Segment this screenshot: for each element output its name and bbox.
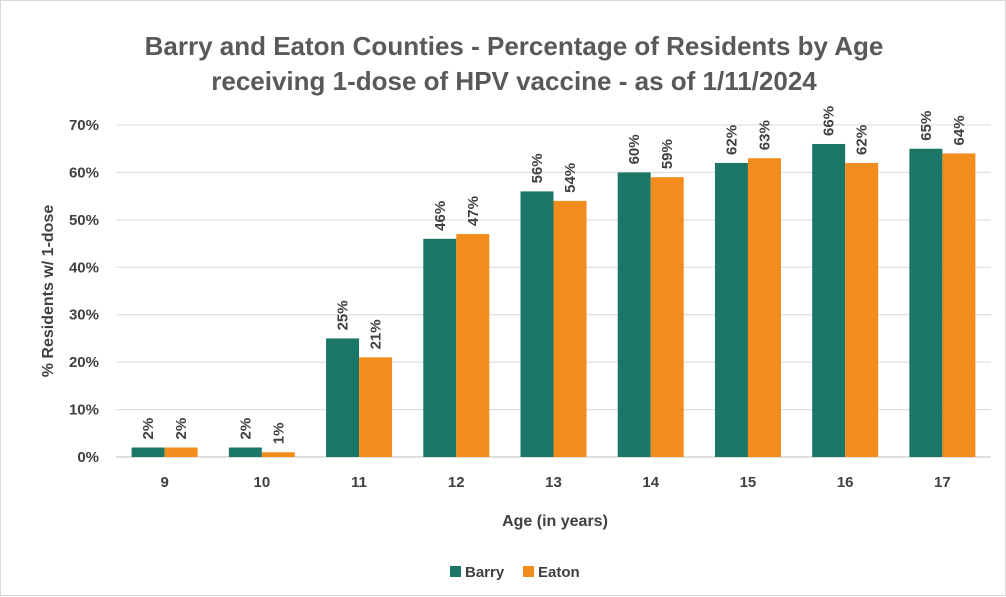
data-label-barry-10: 2% xyxy=(237,418,254,440)
legend-label: Eaton xyxy=(538,564,580,581)
bar-barry-15 xyxy=(714,162,748,457)
bar-barry-10 xyxy=(228,447,262,457)
bar-eaton-14 xyxy=(650,177,684,457)
data-label-eaton-11: 21% xyxy=(368,319,385,349)
bar-barry-13 xyxy=(520,191,554,457)
data-label-eaton-14: 59% xyxy=(659,139,676,169)
data-label-eaton-10: 1% xyxy=(270,423,287,445)
x-axis-title: Age (in years) xyxy=(502,513,608,530)
legend-label: Barry xyxy=(465,564,505,581)
data-label-barry-11: 25% xyxy=(335,300,352,330)
legend: Barry Eaton xyxy=(450,564,580,581)
y-tick-label: 10% xyxy=(69,402,99,419)
x-tick-label: 12 xyxy=(448,474,465,491)
data-label-eaton-13: 54% xyxy=(562,163,579,193)
y-tick-label: 20% xyxy=(69,354,99,371)
x-tick-label: 15 xyxy=(740,474,757,491)
data-labels: 2% 2% 2% 1% 25% 21% 46% 47% 56% 54% 60% 59% 62% 63% 66… xyxy=(140,106,968,444)
bar-barry-11 xyxy=(326,338,360,457)
bar-eaton-11 xyxy=(359,357,393,457)
legend-swatch xyxy=(523,566,534,577)
y-tick-label: 40% xyxy=(69,259,99,276)
legend-swatch xyxy=(450,566,461,577)
x-tick-label: 14 xyxy=(642,474,659,491)
data-label-barry-15: 62% xyxy=(723,125,740,155)
bar-barry-14 xyxy=(617,172,651,457)
y-axis-title: % Residents w/ 1-dose xyxy=(40,205,57,378)
data-label-barry-17: 65% xyxy=(918,111,935,141)
chart-title: Barry and Eaton Counties - Percentage of… xyxy=(145,31,884,61)
y-axis-ticks: 0% 10% 20% 30% 40% 50% 60% 70% xyxy=(69,117,99,466)
bar-eaton-15 xyxy=(747,158,781,457)
data-label-barry-16: 66% xyxy=(821,106,838,136)
x-tick-label: 16 xyxy=(837,474,854,491)
data-label-eaton-17: 64% xyxy=(951,115,968,145)
y-tick-label: 50% xyxy=(69,212,99,229)
data-label-barry-13: 56% xyxy=(529,153,546,183)
x-axis-ticks: 9 10 11 12 13 14 15 16 17 xyxy=(160,474,950,491)
bar-eaton-9 xyxy=(164,447,198,457)
bar-barry-17 xyxy=(909,148,943,457)
data-label-eaton-15: 63% xyxy=(756,120,773,150)
data-label-eaton-16: 62% xyxy=(854,125,871,155)
bar-eaton-12 xyxy=(456,234,490,457)
y-tick-label: 70% xyxy=(69,117,99,134)
legend-item-eaton: Eaton xyxy=(523,564,580,581)
bar-eaton-13 xyxy=(553,200,587,457)
x-tick-label: 17 xyxy=(934,474,951,491)
bars xyxy=(131,143,976,457)
bar-eaton-10 xyxy=(261,452,295,457)
bar-eaton-17 xyxy=(942,153,976,457)
y-tick-label: 0% xyxy=(77,449,99,466)
x-tick-label: 11 xyxy=(351,474,367,491)
bar-barry-9 xyxy=(131,447,165,457)
x-tick-label: 10 xyxy=(253,474,270,491)
data-label-eaton-12: 47% xyxy=(465,196,482,226)
data-label-eaton-9: 2% xyxy=(173,418,190,440)
x-tick-label: 13 xyxy=(545,474,562,491)
data-label-barry-12: 46% xyxy=(432,201,449,231)
y-tick-label: 60% xyxy=(69,164,99,181)
data-label-barry-9: 2% xyxy=(140,418,157,440)
y-tick-label: 30% xyxy=(69,307,99,324)
bar-eaton-16 xyxy=(845,162,879,457)
chart-subtitle: receiving 1-dose of HPV vaccine - as of … xyxy=(211,66,817,96)
x-tick-label: 9 xyxy=(160,474,168,491)
legend-item-barry: Barry xyxy=(450,564,505,581)
bar-barry-12 xyxy=(423,238,457,457)
data-label-barry-14: 60% xyxy=(626,134,643,164)
bar-barry-16 xyxy=(812,143,846,457)
